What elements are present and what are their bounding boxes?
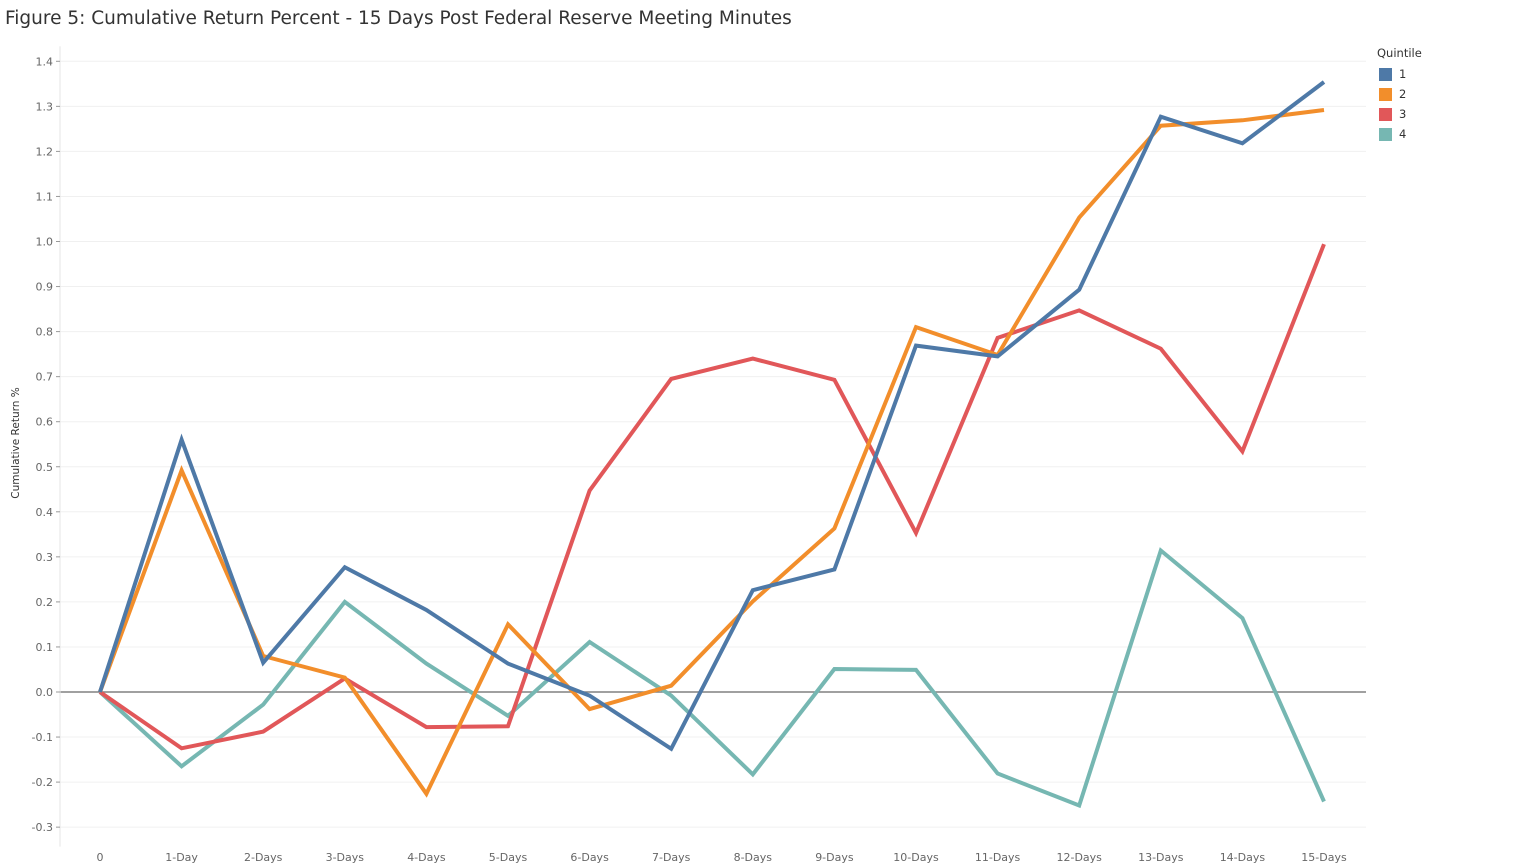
x-tick-label: 10-Days — [893, 851, 939, 864]
legend-items: 1 2 3 4 — [1377, 64, 1422, 144]
y-tick-label: 1.4 — [36, 55, 54, 68]
series-lines — [98, 80, 1326, 809]
x-tick-label: 6-Days — [570, 851, 609, 864]
legend-item-1[interactable]: 1 — [1377, 64, 1422, 84]
x-tick-label: 11-Days — [975, 851, 1021, 864]
legend-label: 4 — [1399, 127, 1407, 141]
legend-title: Quintile — [1377, 46, 1422, 60]
x-tick-label: 3-Days — [326, 851, 365, 864]
y-axis: 1.4 1.3 1.2 1.1 1.0 0.9 0.8 0.7 0.6 0.5 0.4 0.3 0.2 0… — [32, 46, 61, 847]
y-tick-label: 0.2 — [36, 596, 54, 609]
x-tick-label: 12-Days — [1056, 851, 1102, 864]
series-line-quintile-1[interactable] — [98, 80, 1326, 752]
legend-swatch — [1379, 107, 1392, 121]
legend-item-3[interactable]: 3 — [1377, 104, 1422, 124]
legend-label: 1 — [1399, 67, 1407, 81]
x-tick-label: 9-Days — [815, 851, 854, 864]
y-tick-label: 0.3 — [36, 551, 54, 564]
x-tick-label: 13-Days — [1138, 851, 1184, 864]
y-tick-label: 0.4 — [36, 506, 54, 519]
x-tick-label: 15-Days — [1301, 851, 1347, 864]
x-tick-label: 8-Days — [734, 851, 773, 864]
y-tick-label: 1.1 — [36, 190, 54, 203]
legend-swatch — [1379, 67, 1392, 81]
y-tick-label: 0.0 — [36, 686, 54, 699]
gridlines — [60, 60, 1366, 828]
y-tick-label: 0.8 — [36, 326, 54, 339]
y-tick-label: 1.3 — [36, 100, 54, 113]
chart-title: Figure 5: Cumulative Return Percent - 15… — [5, 8, 792, 29]
y-tick-label: 1.2 — [36, 145, 54, 158]
x-tick-label: 2-Days — [244, 851, 283, 864]
y-tick-label: -0.1 — [32, 731, 53, 744]
legend-swatch — [1379, 127, 1392, 141]
y-tick-label: 1.0 — [36, 236, 54, 249]
y-axis-title: Cumulative Return % — [10, 387, 22, 498]
legend: Quintile 1 2 3 4 — [1377, 46, 1422, 144]
legend-item-4[interactable]: 4 — [1377, 124, 1422, 144]
x-tick-label: 1-Day — [165, 851, 198, 864]
x-axis: 0 1-Day 2-Days 3-Days 4-Days 5-Days 6-Days 7-Da… — [97, 851, 1347, 864]
y-tick-label: 0.5 — [36, 461, 54, 474]
x-tick-label: 5-Days — [489, 851, 528, 864]
x-tick-label: 14-Days — [1220, 851, 1266, 864]
y-tick-label: -0.3 — [32, 821, 53, 834]
y-tick-label: 0.7 — [36, 371, 54, 384]
y-tick-label: 0.6 — [36, 416, 54, 429]
series-line-quintile-4[interactable] — [98, 547, 1326, 809]
y-tick-label: -0.2 — [32, 776, 53, 789]
series-line-quintile-2[interactable] — [98, 108, 1325, 798]
legend-label: 3 — [1399, 107, 1407, 121]
legend-item-2[interactable]: 2 — [1377, 84, 1422, 104]
y-tick-label: 0.1 — [36, 641, 54, 654]
x-tick-label: 0 — [97, 851, 104, 864]
y-tick-label: 0.9 — [36, 281, 54, 294]
series-line-quintile-3[interactable] — [98, 243, 1326, 751]
x-tick-label: 7-Days — [652, 851, 691, 864]
legend-label: 2 — [1399, 87, 1407, 101]
x-tick-label: 4-Days — [407, 851, 446, 864]
legend-swatch — [1379, 87, 1392, 101]
